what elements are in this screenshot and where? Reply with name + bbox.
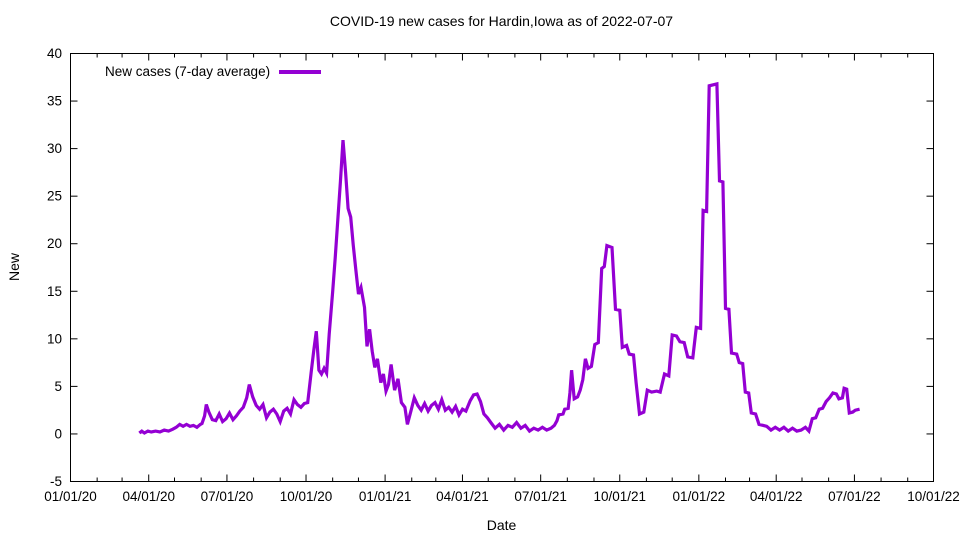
y-tick-label: 20 [47, 236, 62, 251]
y-tick-label: 0 [54, 426, 62, 441]
x-tick-label: 01/01/20 [44, 489, 97, 504]
legend: New cases (7-day average) [105, 64, 322, 79]
x-tick-label: 04/01/22 [750, 489, 803, 504]
x-tick-label: 04/01/20 [122, 489, 175, 504]
legend-label: New cases (7-day average) [105, 64, 271, 79]
x-tick-label: 04/01/21 [436, 489, 489, 504]
x-tick-label: 10/01/22 [907, 489, 960, 504]
plot-border [70, 53, 934, 482]
x-tick-label: 10/01/21 [593, 489, 646, 504]
y-tick-label: 25 [47, 189, 62, 204]
x-tick-label: 01/01/21 [359, 489, 412, 504]
y-tick-label: 15 [47, 284, 62, 299]
y-tick-label: 35 [47, 94, 62, 109]
x-tick-label: 07/01/21 [514, 489, 567, 504]
legend-line-sample [279, 69, 322, 74]
y-tick-label: -5 [50, 474, 62, 489]
y-tick-label: 5 [54, 379, 62, 394]
data-line [138, 81, 860, 435]
x-axis-title: Date [486, 517, 517, 533]
x-tick-label: 07/01/20 [201, 489, 254, 504]
x-tick-label: 01/01/22 [673, 489, 726, 504]
y-tick-label: 10 [47, 331, 62, 346]
y-tick-label: 30 [47, 141, 62, 156]
x-tick-label: 10/01/20 [280, 489, 333, 504]
y-tick-label: 40 [47, 46, 62, 61]
chart-title: COVID-19 new cases for Hardin,Iowa as of… [329, 13, 674, 29]
x-tick-label: 07/01/22 [828, 489, 881, 504]
